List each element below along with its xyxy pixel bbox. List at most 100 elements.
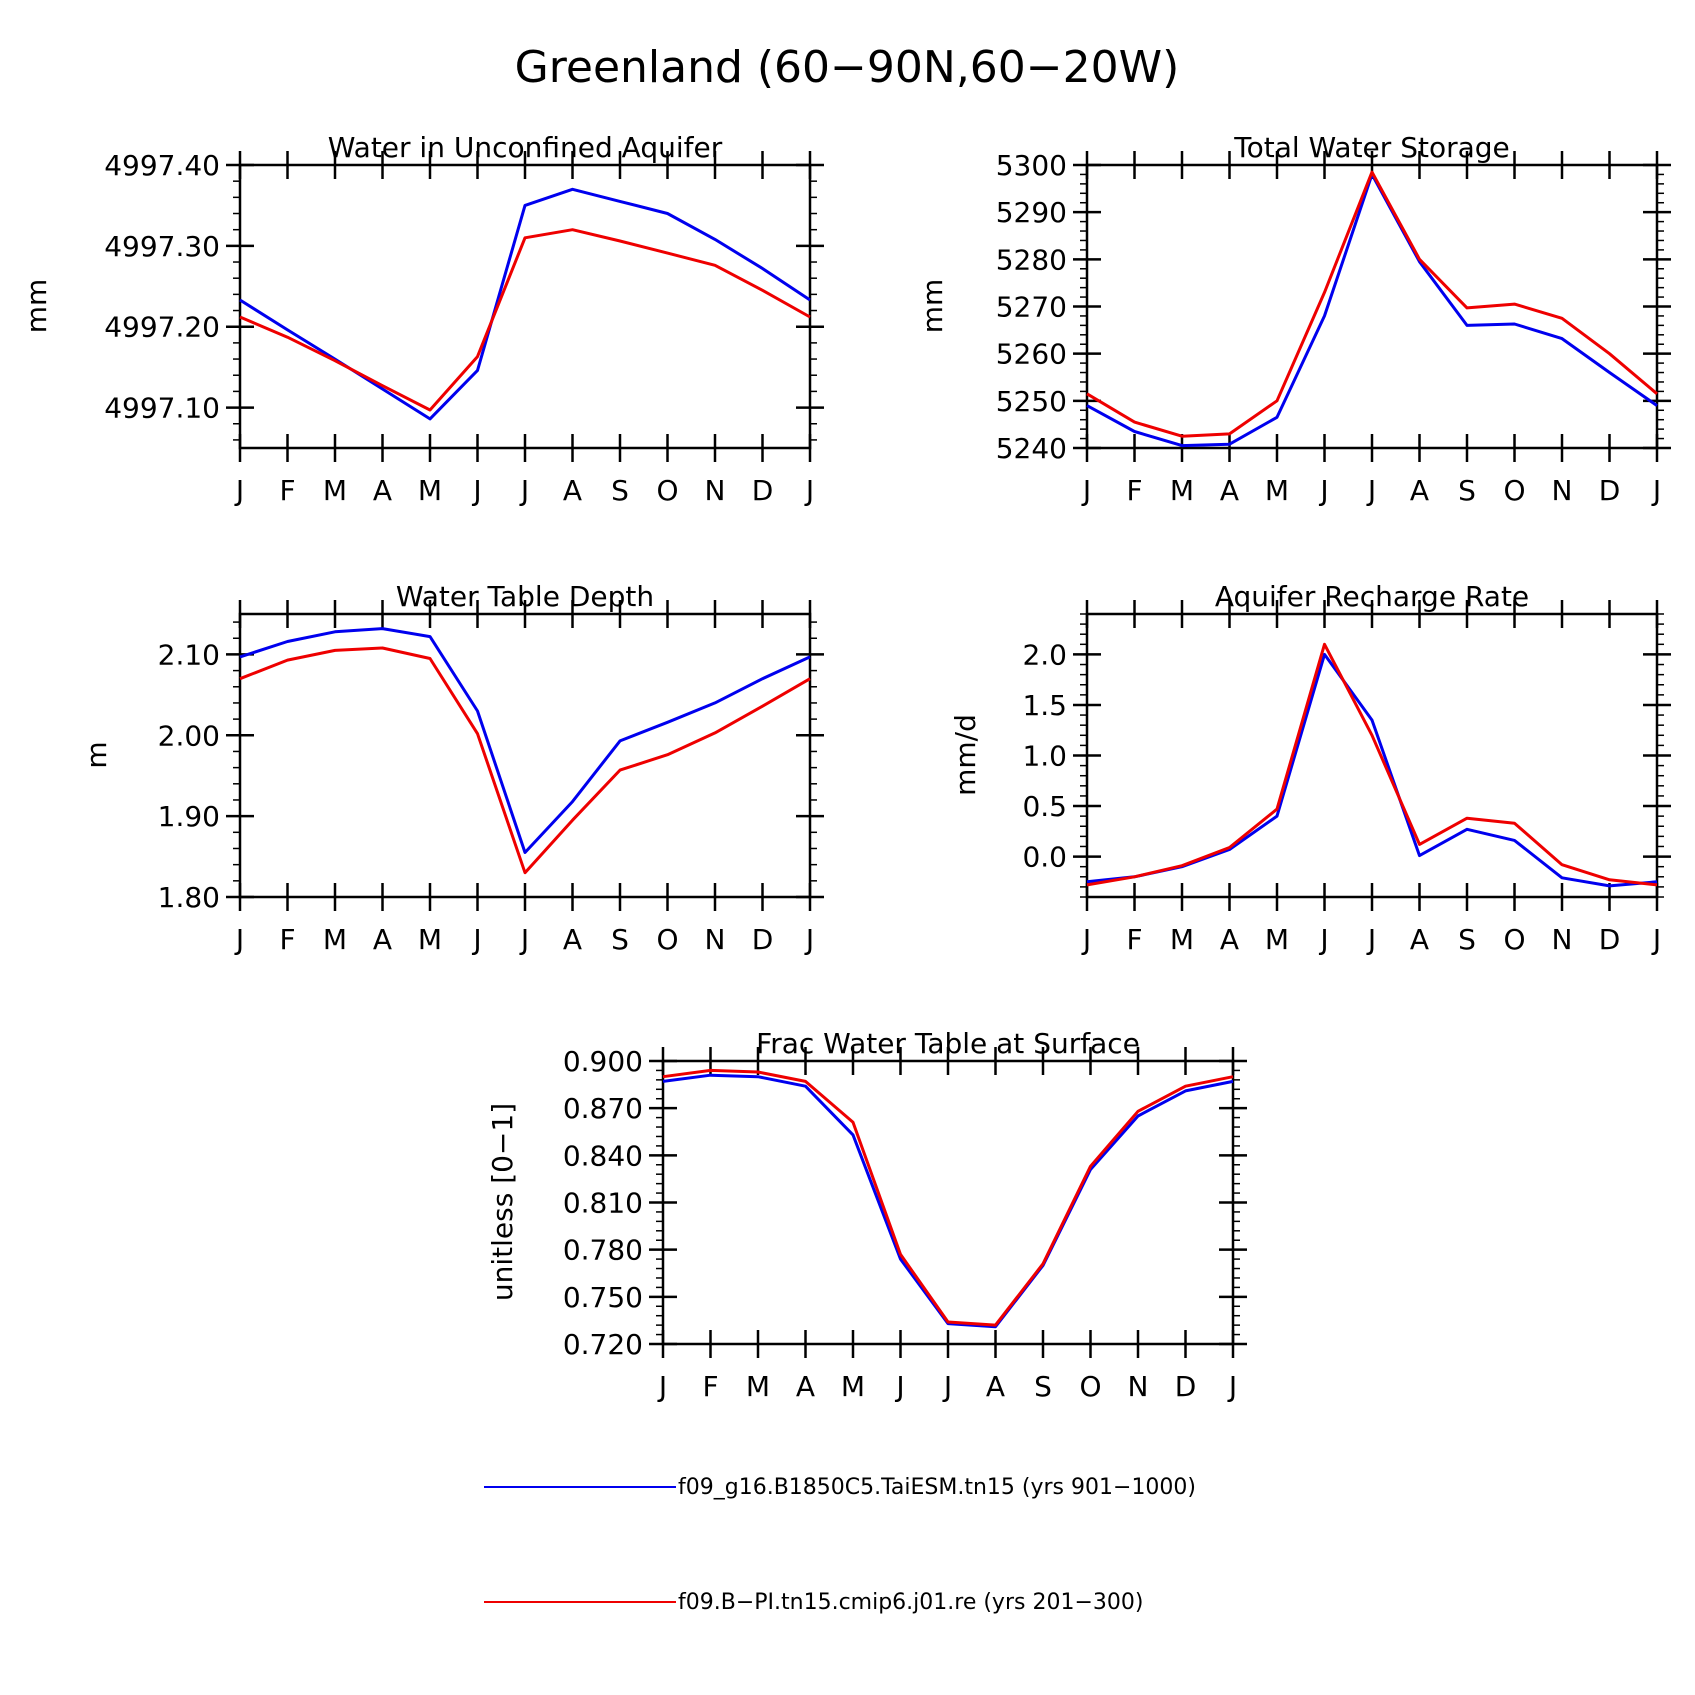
x-tick-label: S [1034,1370,1052,1403]
x-tick-label: F [702,1370,718,1403]
panel-water-in-unconfined-aquifer: Water in Unconfined Aquifermm4997.104997… [20,131,824,507]
x-tick-label: A [1410,923,1429,956]
legend-label-red: f09.B−PI.tn15.cmip6.j01.re (yrs 201−300) [678,1590,1143,1615]
y-tick-label: 4997.10 [104,392,220,425]
x-tick-label: F [279,923,295,956]
x-tick-label: A [796,1370,815,1403]
panel-total-water-storage: Total Water Storagemm5240525052605270528… [916,131,1671,507]
series-line-blue [1086,652,1658,888]
x-tick-label: N [1128,1370,1149,1403]
x-tick-label: O [656,923,678,956]
x-tick-label: J [1366,923,1376,956]
y-tick-label: 0.870 [563,1092,643,1125]
x-tick-label: F [1126,474,1142,507]
plot-frame [1085,612,1659,899]
x-tick-label: O [1503,923,1525,956]
series-line-red [1086,170,1658,438]
y-tick-label: 4997.40 [104,149,220,182]
y-axis-label: mm/d [949,714,982,796]
y-tick-label: 1.80 [158,881,220,914]
x-tick-label: D [1599,923,1621,956]
series-line-blue [1086,172,1658,448]
x-tick-label: A [563,474,582,507]
y-tick-label: 0.780 [563,1234,643,1267]
y-tick-label: 0.750 [563,1281,643,1314]
y-tick-label: 5270 [996,291,1067,324]
x-tick-label: F [1126,923,1142,956]
x-tick-label: J [1081,923,1091,956]
x-tick-label: O [1079,1370,1101,1403]
y-tick-label: 0.5 [1022,790,1067,823]
x-tick-label: A [1410,474,1429,507]
y-axis-label: unitless [0−1] [486,1103,519,1301]
x-tick-label: J [1651,923,1661,956]
series-line-blue [239,187,811,421]
y-tick-label: 5260 [996,338,1067,371]
x-tick-label: M [1170,923,1194,956]
legend: f09_g16.B1850C5.TaiESM.tn15 (yrs 901−100… [484,1475,1196,1615]
series-line-red [239,646,811,875]
x-tick-label: J [471,923,481,956]
y-tick-label: 4997.20 [104,311,220,344]
y-axis-label: mm [20,279,53,334]
x-tick-label: J [1081,474,1091,507]
x-tick-label: J [894,1370,904,1403]
panel-aquifer-recharge-rate: Aquifer Recharge Ratemm/d0.00.51.01.52.0… [949,580,1671,956]
y-tick-label: 2.00 [158,719,220,752]
y-axis-label: mm [916,279,949,334]
x-tick-label: A [373,474,392,507]
y-tick-label: 5300 [996,149,1067,182]
x-tick-label: M [841,1370,865,1403]
x-tick-label: N [705,923,726,956]
y-tick-label: 5290 [996,196,1067,229]
x-tick-label: S [1458,474,1476,507]
x-tick-label: D [1599,474,1621,507]
series-line-red [662,1068,1234,1327]
y-tick-label: 2.0 [1022,638,1067,671]
x-tick-label: M [323,474,347,507]
x-tick-label: M [418,474,442,507]
x-tick-label: N [1552,474,1573,507]
y-tick-label: 0.840 [563,1139,643,1172]
plot-frame [661,1059,1235,1346]
x-tick-label: F [279,474,295,507]
x-tick-label: D [752,474,774,507]
x-tick-label: J [657,1370,667,1403]
x-tick-label: J [804,474,814,507]
x-tick-label: M [418,923,442,956]
series-line-blue [662,1073,1234,1329]
x-tick-label: M [1170,474,1194,507]
y-tick-label: 5240 [996,432,1067,465]
x-tick-label: A [563,923,582,956]
x-tick-label: O [1503,474,1525,507]
y-tick-label: 2.10 [158,638,220,671]
series-line-blue [239,627,811,854]
x-tick-label: D [752,923,774,956]
x-tick-label: J [804,923,814,956]
x-tick-label: J [471,474,481,507]
y-tick-label: 5250 [996,385,1067,418]
x-tick-label: J [1366,474,1376,507]
x-tick-label: N [705,474,726,507]
x-tick-label: D [1175,1370,1197,1403]
y-tick-label: 5280 [996,243,1067,276]
legend-label-blue: f09_g16.B1850C5.TaiESM.tn15 (yrs 901−100… [678,1475,1196,1500]
y-tick-label: 4997.30 [104,230,220,263]
x-tick-label: J [234,923,244,956]
y-axis-label: m [80,741,113,768]
x-tick-label: J [942,1370,952,1403]
x-tick-label: S [611,474,629,507]
x-tick-label: J [1227,1370,1237,1403]
x-tick-label: S [611,923,629,956]
y-tick-label: 0.0 [1022,841,1067,874]
x-tick-label: J [1318,923,1328,956]
x-tick-label: N [1552,923,1573,956]
x-tick-label: O [656,474,678,507]
y-tick-label: 1.0 [1022,740,1067,773]
figure-title: Greenland (60−90N,60−20W) [515,42,1180,93]
x-tick-label: M [746,1370,770,1403]
y-tick-label: 0.720 [563,1328,643,1361]
x-tick-label: J [519,474,529,507]
